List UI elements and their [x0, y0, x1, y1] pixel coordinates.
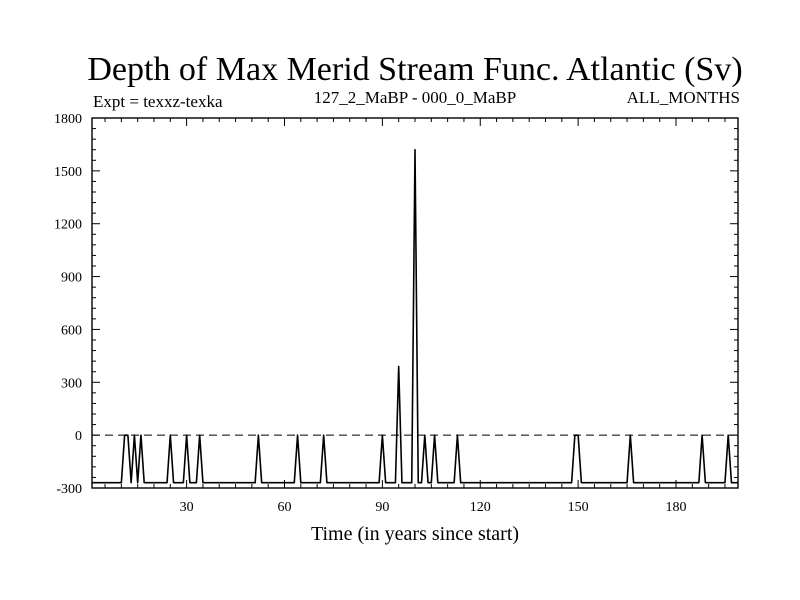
- y-tick-label: 1200: [54, 218, 82, 233]
- x-tick-label: 90: [375, 500, 389, 515]
- chart-subtitle-right: ALL_MONTHS: [627, 88, 740, 107]
- x-tick-label: 120: [470, 500, 491, 515]
- x-tick-label: 30: [180, 500, 194, 515]
- y-tick-label: 1500: [54, 165, 82, 180]
- y-tick-label: 900: [61, 271, 82, 286]
- chart-subtitle-left: Expt = texxz-texka: [93, 92, 223, 111]
- y-tick-label: 300: [61, 376, 82, 391]
- y-tick-label: 600: [61, 323, 82, 338]
- y-tick-label: 1800: [54, 112, 82, 127]
- x-tick-label: 150: [568, 500, 589, 515]
- series-line: [92, 148, 738, 484]
- x-tick-label: 180: [666, 500, 687, 515]
- plot-area: -300 0 300 600 900 1200 1500 1800 30 60 90 120 150 18…: [54, 112, 739, 515]
- chart-title: Depth of Max Merid Stream Func. Atlantic…: [87, 51, 742, 88]
- x-tick-label: 60: [277, 500, 291, 515]
- y-tick-label: -300: [56, 482, 82, 497]
- chart-subtitle-center: 127_2_MaBP - 000_0_MaBP: [314, 88, 516, 107]
- x-axis-label: Time (in years since start): [311, 523, 519, 545]
- y-tick-label: 0: [75, 429, 82, 444]
